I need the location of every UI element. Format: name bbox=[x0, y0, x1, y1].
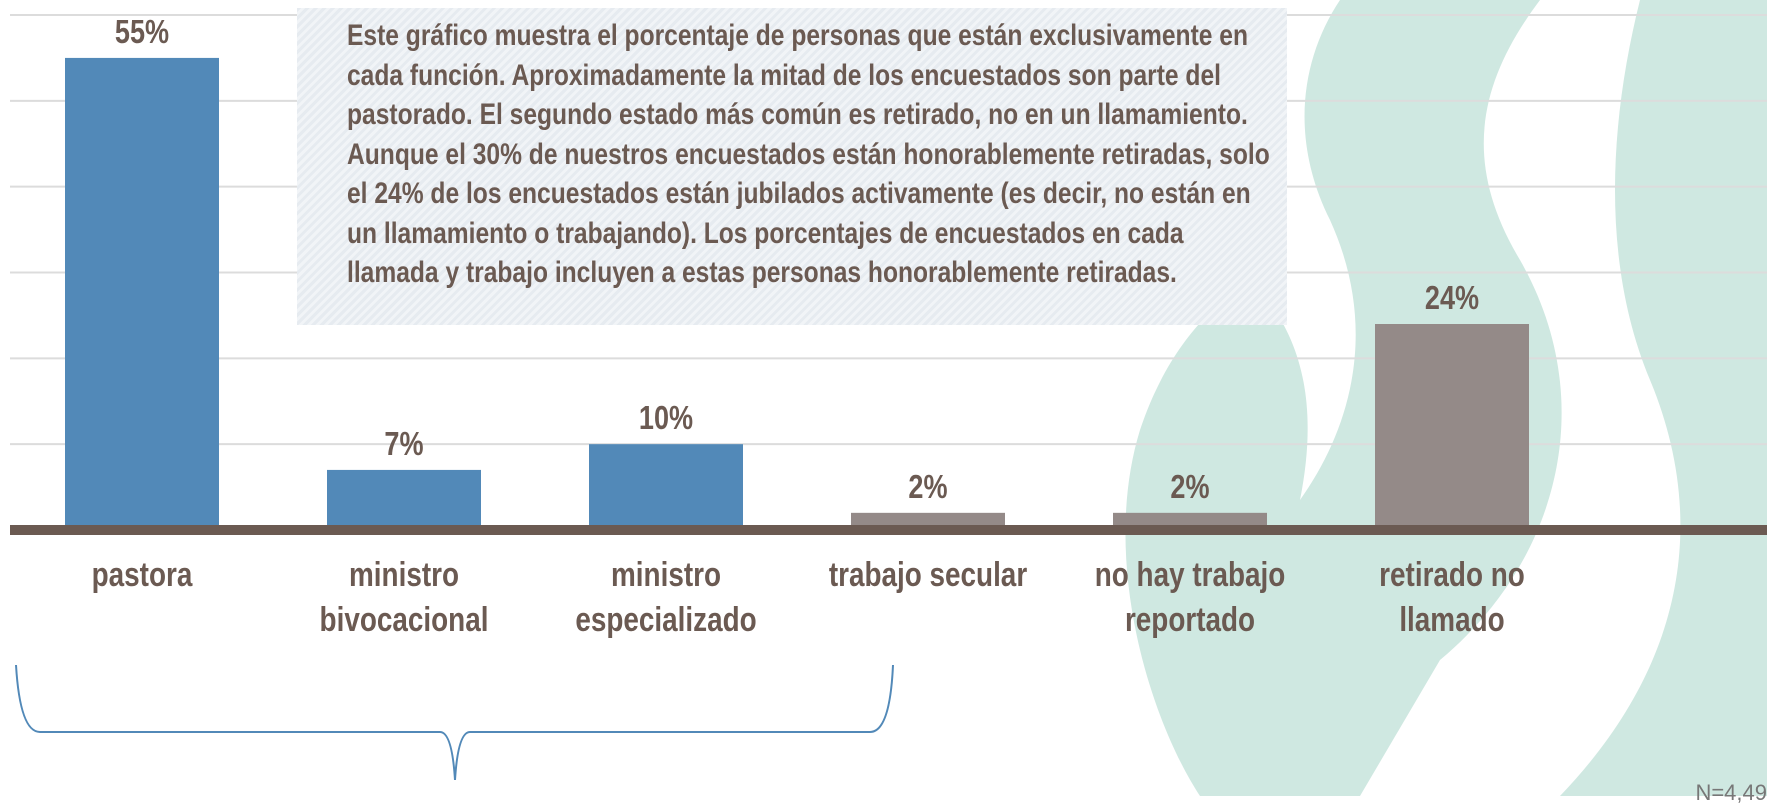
footnote: N=4,49 bbox=[1695, 780, 1767, 806]
bracket bbox=[16, 665, 893, 780]
x-tick-label: ministro bivocacional bbox=[281, 553, 527, 643]
x-tick-label: ministro especializado bbox=[543, 553, 789, 643]
x-tick-label: trabajo secular bbox=[805, 553, 1051, 598]
data-label: 55% bbox=[76, 13, 207, 51]
data-label: 7% bbox=[338, 425, 469, 463]
x-tick-label: retirado no llamado bbox=[1329, 553, 1575, 643]
annotation: Este gráfico muestra el porcentaje de pe… bbox=[347, 16, 1274, 293]
data-label: 2% bbox=[1124, 468, 1255, 506]
x-tick-label: pastora bbox=[19, 553, 265, 598]
bar bbox=[65, 58, 219, 530]
annotation-box: Este gráfico muestra el porcentaje de pe… bbox=[297, 8, 1287, 325]
bar bbox=[589, 444, 743, 530]
data-label: 24% bbox=[1386, 279, 1517, 317]
bar bbox=[327, 470, 481, 530]
bar bbox=[1375, 324, 1529, 530]
page: {"chart_data": {"type": "bar", "annotati… bbox=[0, 0, 1767, 796]
data-label: 10% bbox=[600, 399, 731, 437]
x-tick-label: no hay trabajo reportado bbox=[1067, 553, 1313, 643]
data-label: 2% bbox=[862, 468, 993, 506]
